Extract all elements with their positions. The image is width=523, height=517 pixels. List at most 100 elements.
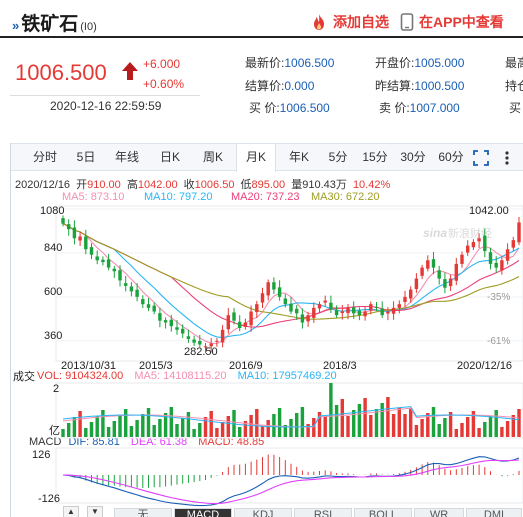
volume-bar [448,412,453,437]
volume-bar [488,416,493,437]
volume-bar [408,408,413,437]
volume-bar [129,426,134,437]
tab-intraday[interactable]: 分时 [32,150,57,164]
indicator-tab-rsi[interactable]: RSI [294,508,352,517]
chart-panel: 分时 5日 年线 日K 周K 月K 年K 5分 15分 30分 60分 2020… [10,143,523,517]
volume-bar [306,424,310,437]
candle-body [346,307,350,314]
volume-bar [61,429,65,437]
candle-body [488,252,493,264]
candle-body [403,296,407,303]
indicator-tab-dmi[interactable]: DMI [466,508,522,517]
volume-bar [403,414,407,437]
volume-bar [397,408,402,437]
tab-30min[interactable]: 30分 [400,150,426,164]
quote-field-open: 开盘价:1005.000 [375,56,465,70]
volume-bar [266,420,270,437]
volume-bar [340,399,345,437]
tab-yearly-k[interactable]: 年K [288,150,309,164]
volume-bar [243,421,248,437]
quote-field-high: 最高 [505,56,523,70]
candle-body [465,245,470,253]
grid-lines [56,208,523,342]
volume-bar [454,429,459,437]
volume-bar [460,423,464,437]
macd-histogram [68,454,520,488]
scroll-down-button[interactable]: ▼ [87,506,103,517]
indicator-tab-wr[interactable]: WR [414,508,464,517]
indicator-tab-macd[interactable]: MACD [174,508,232,517]
instrument-name: 铁矿石 [21,14,79,35]
candle-body [243,322,248,327]
instrument-code: (I0) [80,21,97,33]
volume-bar [106,427,111,437]
volume-bar [483,422,487,437]
candle-body [72,227,77,239]
y-tick-label: 1080 [40,205,64,217]
tab-15min[interactable]: 15分 [362,150,388,164]
tab-5day[interactable]: 5日 [76,150,96,164]
tab-year-line[interactable]: 年线 [114,150,139,164]
candle-body [483,235,487,252]
pct-tick-label: -35% [487,292,510,303]
candle-body [391,307,396,314]
candle-body [186,336,191,339]
watermark-text: 新浪财经 [448,226,492,240]
ma10-readout: MA10: 797.20 [144,191,213,203]
indicator-tab-kdj[interactable]: KDJ [234,508,292,517]
volume-bar [477,428,481,437]
indicator-tab-none[interactable]: 无 [114,508,172,517]
volume-bar [186,412,191,437]
volume-bar [386,397,390,437]
flame-icon [314,14,324,30]
candle-body [517,222,521,243]
tab-daily-k[interactable]: 日K [159,150,180,164]
volume-y-unit: 亿 [49,424,60,437]
candle-body [66,224,71,230]
candle-body [500,260,504,271]
volume-bar [380,403,384,437]
fullscreen-icon[interactable] [473,150,489,166]
add-watchlist-label: 添加自选 [333,14,389,30]
open-app-button[interactable]: 在APP中查看 [400,12,504,32]
y-tick-label: 840 [44,242,62,254]
tab-weekly-k[interactable]: 周K [202,150,223,164]
scroll-up-button[interactable]: ▲ [63,506,79,517]
candle-body [454,263,459,281]
title-arrow-icon: » [12,18,20,33]
kline-chart[interactable]: sina 新浪财经 1080 840 600 360 -35% -61% 104… [11,143,523,517]
add-watchlist-button[interactable]: 添加自选 [310,12,389,32]
candle-body [61,218,65,224]
volume-bar [391,414,396,437]
x-tick-label: 2018/3 [323,360,357,372]
candle-body [431,259,436,268]
volume-bar [277,408,282,437]
volume-bar [89,422,94,437]
volume-bar [300,407,305,437]
volume-bar [78,411,82,437]
volume-bar [517,409,521,437]
more-icon[interactable] [503,150,511,166]
quote-field-bid: 买 价:1006.500 [249,101,330,115]
ohlc-readout: 2020/12/16 开910.00 高1042.00 收1006.50 低89… [15,179,391,191]
candle-body [203,346,208,348]
tab-60min[interactable]: 60分 [438,150,464,164]
macd-y-bottom: -126 [38,493,60,505]
tab-monthly-k[interactable]: 月K [236,144,276,172]
indicator-tab-boll[interactable]: BOLL [354,508,412,517]
candle-body [180,328,185,334]
quote-field-bid-vol: 买 [509,101,522,115]
candle-body [323,300,327,303]
candle-body [471,241,476,248]
candle-body [289,303,293,312]
macd-lines [62,456,520,507]
volume-bar [84,428,88,437]
last-price: 1006.500 [15,60,107,85]
volume-bar [220,422,225,437]
candle-body [334,309,339,316]
low-marker: 282.50 [184,346,218,358]
candle-body [306,315,310,322]
volume-bar [158,419,162,437]
tab-5min[interactable]: 5分 [328,150,348,164]
volume-bar [146,408,151,437]
